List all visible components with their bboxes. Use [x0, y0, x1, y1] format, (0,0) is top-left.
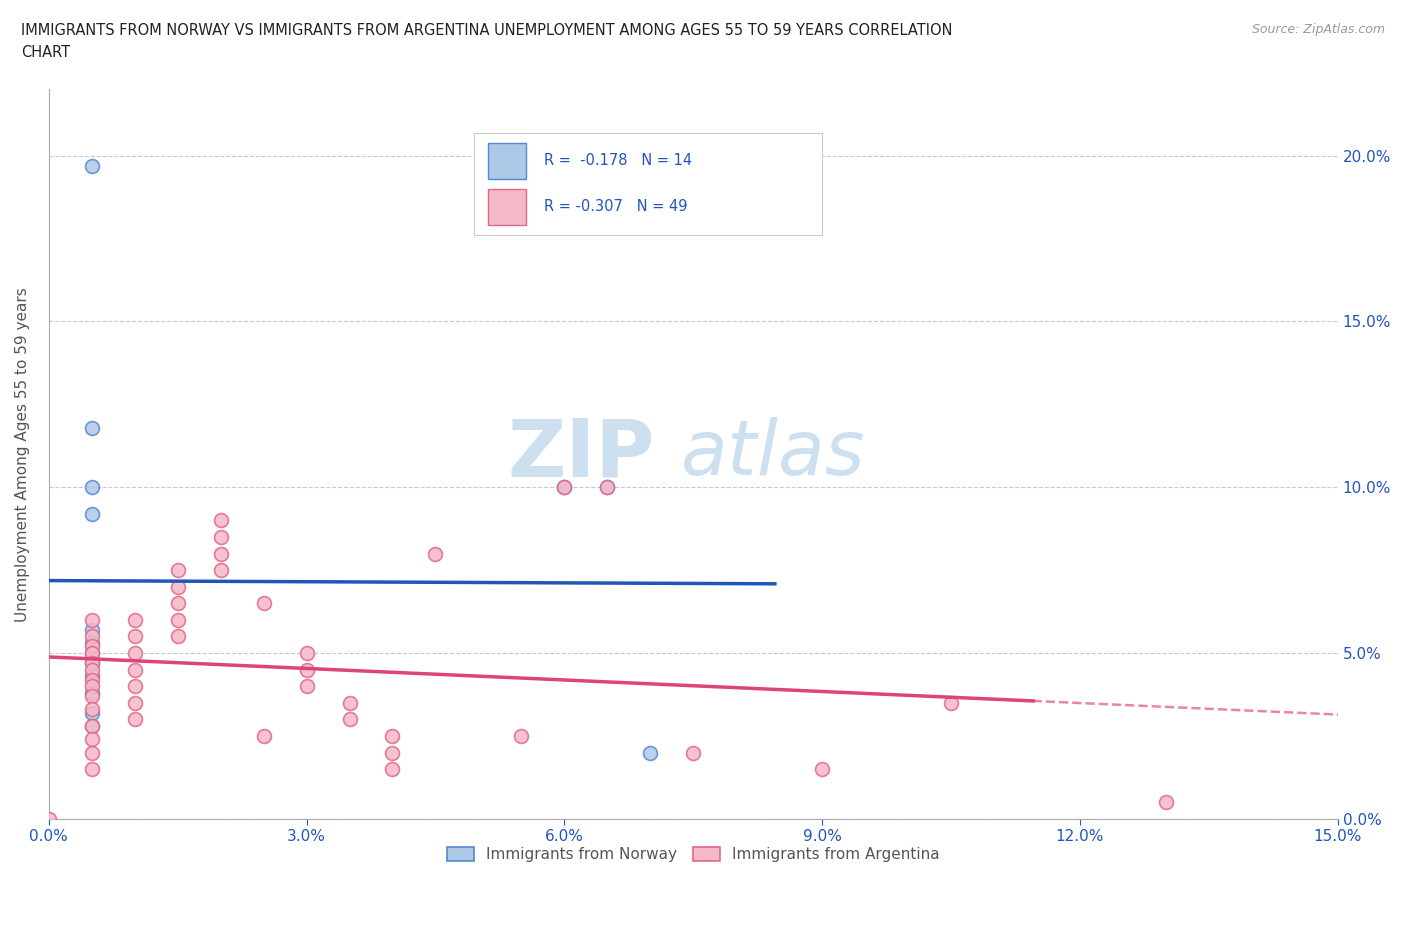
Point	[811, 762, 834, 777]
Text: ZIP: ZIP	[508, 415, 655, 493]
Point	[80, 685, 103, 700]
Point	[640, 745, 662, 760]
Point	[80, 679, 103, 694]
Point	[252, 596, 274, 611]
Point	[252, 728, 274, 743]
Point	[80, 645, 103, 660]
Point	[295, 679, 318, 694]
Point	[124, 613, 146, 628]
Point	[381, 745, 404, 760]
Text: Source: ZipAtlas.com: Source: ZipAtlas.com	[1251, 23, 1385, 36]
Text: atlas: atlas	[681, 418, 865, 491]
Point	[80, 645, 103, 660]
Point	[124, 696, 146, 711]
Point	[80, 705, 103, 720]
Point	[124, 662, 146, 677]
Point	[80, 732, 103, 747]
Point	[80, 702, 103, 717]
Point	[80, 158, 103, 173]
Point	[80, 762, 103, 777]
Point	[209, 513, 232, 528]
Point	[80, 656, 103, 671]
Point	[166, 563, 188, 578]
Point	[166, 579, 188, 594]
Point	[295, 662, 318, 677]
Point	[80, 669, 103, 684]
Point	[553, 480, 575, 495]
Y-axis label: Unemployment Among Ages 55 to 59 years: Unemployment Among Ages 55 to 59 years	[15, 286, 30, 621]
Point	[124, 629, 146, 644]
Point	[596, 480, 619, 495]
Point	[1154, 795, 1177, 810]
Point	[80, 636, 103, 651]
Text: IMMIGRANTS FROM NORWAY VS IMMIGRANTS FROM ARGENTINA UNEMPLOYMENT AMONG AGES 55 T: IMMIGRANTS FROM NORWAY VS IMMIGRANTS FRO…	[21, 23, 953, 38]
Point	[124, 645, 146, 660]
Point	[80, 639, 103, 654]
Point	[339, 712, 361, 727]
Point	[80, 745, 103, 760]
Point	[124, 712, 146, 727]
Point	[38, 811, 60, 826]
Point	[80, 420, 103, 435]
Point	[596, 480, 619, 495]
Point	[209, 529, 232, 544]
Point	[80, 480, 103, 495]
Point	[166, 596, 188, 611]
Point	[553, 480, 575, 495]
Point	[381, 762, 404, 777]
Point	[295, 645, 318, 660]
Point	[80, 622, 103, 637]
Point	[939, 696, 962, 711]
Point	[339, 696, 361, 711]
Point	[166, 613, 188, 628]
Point	[124, 679, 146, 694]
Point	[166, 629, 188, 644]
Point	[381, 728, 404, 743]
Point	[80, 662, 103, 677]
Text: CHART: CHART	[21, 45, 70, 60]
Point	[80, 656, 103, 671]
Legend: Immigrants from Norway, Immigrants from Argentina: Immigrants from Norway, Immigrants from …	[439, 839, 948, 870]
Point	[209, 563, 232, 578]
Point	[209, 546, 232, 561]
Point	[80, 689, 103, 704]
Point	[510, 728, 533, 743]
Point	[425, 546, 447, 561]
Point	[682, 745, 704, 760]
Point	[80, 506, 103, 521]
Point	[80, 719, 103, 734]
Point	[80, 719, 103, 734]
Point	[80, 672, 103, 687]
Point	[80, 613, 103, 628]
Point	[80, 629, 103, 644]
